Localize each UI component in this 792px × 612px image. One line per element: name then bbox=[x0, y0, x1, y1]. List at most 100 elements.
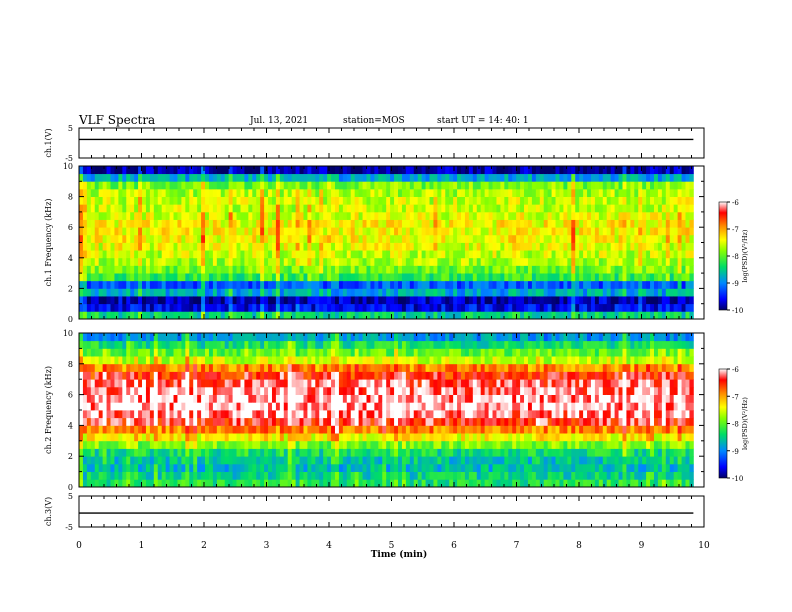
spectrogram-cell bbox=[535, 196, 541, 205]
spectrogram-cell bbox=[390, 417, 395, 426]
spectrogram-cell bbox=[610, 242, 616, 251]
spectrogram-cell bbox=[681, 227, 686, 236]
spectrogram-cell bbox=[149, 340, 155, 349]
spectrogram-cell bbox=[630, 234, 635, 243]
spectrogram-cell bbox=[197, 371, 202, 380]
spectrogram-cell bbox=[303, 288, 308, 297]
spectrogram-cell bbox=[610, 257, 616, 266]
spectrogram-cell bbox=[543, 242, 549, 251]
spectrogram-cell bbox=[531, 250, 537, 259]
spectrogram-cell bbox=[193, 433, 198, 442]
spectrogram-cell bbox=[386, 166, 391, 175]
spectrogram-cell bbox=[398, 417, 403, 426]
spectrogram-cell bbox=[366, 181, 371, 190]
spectrogram-cell bbox=[524, 181, 529, 190]
spectrogram-cell bbox=[228, 363, 233, 372]
spectrogram-cell bbox=[370, 219, 375, 228]
spectrogram-cell bbox=[82, 425, 88, 434]
spectrogram-cell bbox=[145, 219, 151, 228]
spectrogram-cell bbox=[366, 394, 371, 403]
spectrogram-cell bbox=[390, 204, 395, 213]
spectrogram-cell bbox=[677, 211, 682, 220]
spectrogram-cell bbox=[299, 340, 304, 349]
spectrogram-cell bbox=[232, 463, 237, 472]
spectrogram-cell bbox=[331, 296, 336, 305]
spectrogram-cell bbox=[153, 463, 159, 472]
spectrogram-cell bbox=[264, 219, 269, 228]
spectrogram-cell bbox=[657, 166, 663, 175]
spectrogram-cell bbox=[520, 311, 525, 320]
spectrogram-cell bbox=[409, 273, 415, 282]
spectrogram-cell bbox=[622, 311, 627, 320]
spectrogram-cell bbox=[118, 386, 123, 395]
spectrogram-cell bbox=[547, 219, 552, 228]
spectrogram-cell bbox=[138, 288, 143, 297]
spectrogram-cell bbox=[295, 211, 300, 220]
spectrogram-cell bbox=[185, 371, 190, 380]
spectrogram-cell bbox=[421, 303, 426, 312]
spectrogram-cell bbox=[118, 348, 123, 357]
spectrogram-cell bbox=[232, 311, 237, 320]
spectrogram-cell bbox=[264, 340, 269, 349]
spectrogram-cell bbox=[122, 166, 127, 175]
spectrogram-cell bbox=[275, 188, 281, 197]
spectrogram-cell bbox=[531, 234, 537, 243]
spectrogram-cell bbox=[307, 303, 312, 312]
spectrogram-cell bbox=[358, 257, 363, 266]
spectrogram-cell bbox=[508, 265, 513, 274]
spectrogram-cell bbox=[177, 204, 182, 213]
spectrogram-cell bbox=[264, 348, 269, 357]
spectrogram-cell bbox=[315, 311, 320, 320]
spectrogram-cell bbox=[90, 265, 96, 274]
spectrogram-cell bbox=[571, 211, 576, 220]
spectrogram-cell bbox=[437, 257, 442, 266]
spectrogram-cell bbox=[405, 166, 411, 175]
spectrogram-cell bbox=[145, 363, 151, 372]
spectrogram-cell bbox=[590, 273, 596, 282]
spectrogram-cell bbox=[153, 417, 159, 426]
spectrogram-cell bbox=[390, 394, 395, 403]
spectrogram-cell bbox=[244, 410, 249, 419]
spectrogram-cell bbox=[271, 166, 277, 175]
spectrogram-cell bbox=[98, 296, 104, 305]
spectrogram-cell bbox=[484, 296, 489, 305]
spectrogram-cell bbox=[106, 425, 111, 434]
spectrogram-cell bbox=[579, 227, 584, 236]
spectrogram-cell bbox=[689, 296, 694, 305]
spectrogram-cell bbox=[181, 227, 186, 236]
spectrogram-cell bbox=[583, 273, 588, 282]
spectrogram-cell bbox=[354, 250, 360, 259]
spectrogram-cell bbox=[86, 181, 92, 190]
spectrogram-cell bbox=[236, 348, 241, 357]
spectrogram-cell bbox=[94, 265, 100, 274]
spectrogram-cell bbox=[224, 250, 230, 259]
spectrogram-cell bbox=[378, 311, 383, 320]
spectrogram-cell bbox=[228, 379, 233, 388]
spectrogram-cell bbox=[362, 402, 367, 411]
spectrogram-cell bbox=[114, 250, 119, 259]
spectrogram-cell bbox=[508, 188, 513, 197]
spectrogram-cell bbox=[126, 348, 131, 357]
spectrogram-cell bbox=[260, 440, 265, 449]
spectrogram-cell bbox=[323, 181, 328, 190]
spectrogram-cell bbox=[531, 303, 537, 312]
spectrogram-cell bbox=[559, 296, 564, 305]
spectrogram-cell bbox=[390, 433, 395, 442]
spectrogram-cell bbox=[212, 363, 218, 372]
spectrogram-cell bbox=[642, 173, 647, 182]
spectrogram-cell bbox=[252, 456, 257, 465]
spectrogram-cell bbox=[185, 188, 190, 197]
spectrogram-cell bbox=[527, 242, 533, 251]
spectrogram-cell bbox=[232, 265, 237, 274]
spectrogram-cell bbox=[319, 280, 324, 289]
spectrogram-cell bbox=[370, 234, 375, 243]
spectrogram-cell bbox=[531, 204, 537, 213]
spectrogram-cell bbox=[405, 219, 411, 228]
spectrogram-cell bbox=[579, 273, 584, 282]
spectrogram-cell bbox=[437, 204, 442, 213]
spectrogram-cell bbox=[295, 219, 300, 228]
spectrogram-cell bbox=[315, 363, 320, 372]
spectrogram-cell bbox=[390, 448, 395, 457]
spectrogram-cell bbox=[161, 173, 167, 182]
spectrogram-cell bbox=[610, 265, 616, 274]
